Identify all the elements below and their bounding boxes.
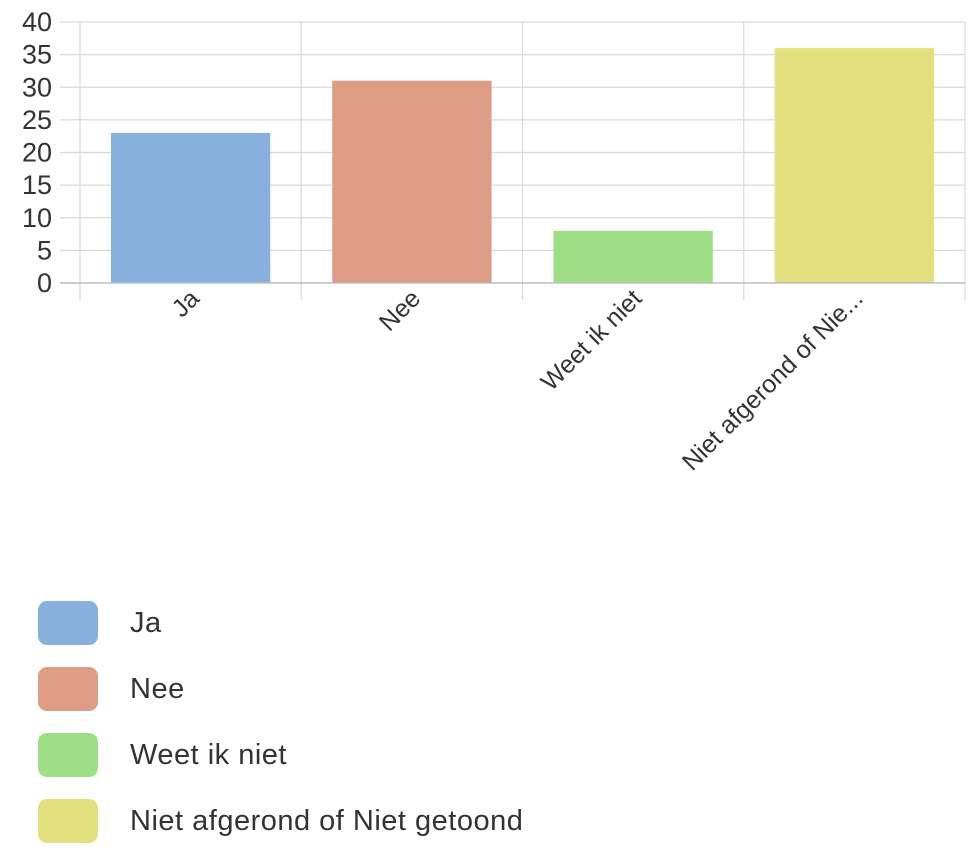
y-tick-label: 40 xyxy=(22,7,52,37)
legend-swatch-weet-ik-niet xyxy=(38,733,98,777)
legend-label-niet-afgerond: Niet afgerond of Niet getoond xyxy=(130,804,524,837)
legend-label-weet-ik-niet: Weet ik niet xyxy=(130,738,287,771)
x-tick-label: Nee xyxy=(374,284,426,336)
y-tick-label: 20 xyxy=(22,138,52,168)
y-tick-label: 30 xyxy=(22,72,52,102)
x-axis-labels: Ja Nee Weet ik niet Niet afgerond of Nie... xyxy=(166,284,868,476)
chart-legend: Ja Nee Weet ik niet Niet afgerond of Nie… xyxy=(38,590,523,854)
legend-item-niet-afgerond: Niet afgerond of Niet getoond xyxy=(38,788,523,854)
legend-label-ja: Ja xyxy=(130,606,162,639)
y-tick-label: 15 xyxy=(22,170,52,200)
bar xyxy=(774,48,935,283)
legend-swatch-niet-afgerond xyxy=(38,799,98,843)
y-tick-label: 0 xyxy=(37,268,52,298)
y-tick-label: 5 xyxy=(37,235,52,265)
legend-item-ja: Ja xyxy=(38,590,523,656)
legend-item-nee: Nee xyxy=(38,656,523,722)
bar xyxy=(110,132,271,283)
legend-swatch-nee xyxy=(38,667,98,711)
y-tick-label: 10 xyxy=(22,203,52,233)
y-tick-label: 35 xyxy=(22,40,52,70)
legend-item-weet-ik-niet: Weet ik niet xyxy=(38,722,523,788)
x-tick-label: Niet afgerond of Nie... xyxy=(677,284,869,476)
legend-label-nee: Nee xyxy=(130,672,185,705)
x-tick-label: Ja xyxy=(166,284,205,323)
legend-swatch-ja xyxy=(38,601,98,645)
y-tick-label: 25 xyxy=(22,105,52,135)
bar xyxy=(553,230,713,283)
bar xyxy=(332,80,492,283)
x-tick-label: Weet ik niet xyxy=(536,284,648,396)
bars xyxy=(110,48,935,283)
